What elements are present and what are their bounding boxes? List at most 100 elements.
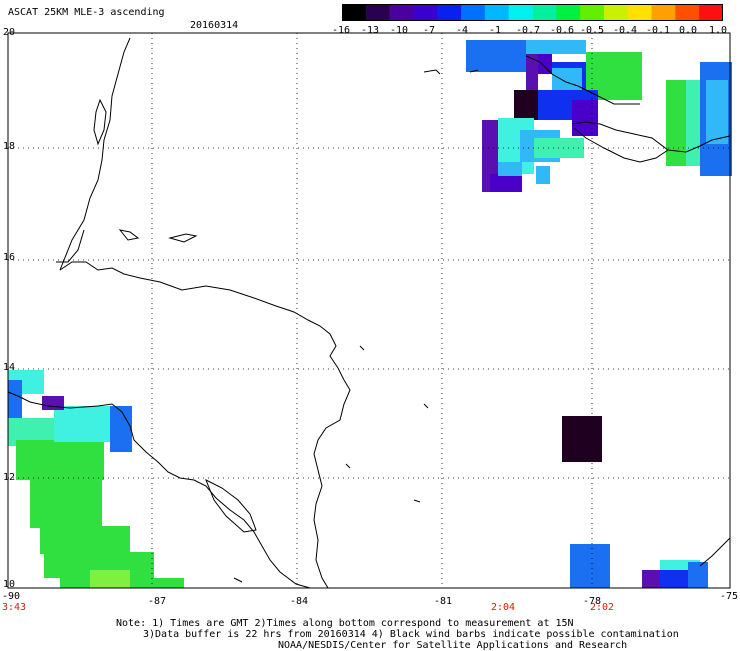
map-frame — [7, 32, 731, 589]
colorbar-swatch — [365, 4, 391, 21]
swath-cell — [706, 80, 728, 144]
coastline — [205, 478, 257, 533]
swath-cell — [552, 68, 582, 90]
swath-cell — [562, 416, 602, 462]
coastline — [56, 229, 85, 263]
lat-label-18: 18 — [3, 141, 16, 152]
graticule-layer — [8, 33, 730, 588]
coastline — [59, 37, 131, 271]
lon-label-78: -78 — [583, 596, 602, 607]
coastline — [7, 391, 311, 589]
colorbar-tick-label: -0.6 — [550, 25, 575, 36]
colorbar-swatch — [532, 4, 557, 21]
colorbar-swatch — [699, 4, 724, 21]
coastline — [118, 229, 140, 241]
lat-label-14: 14 — [3, 362, 16, 373]
colorbar-swatch — [556, 4, 581, 21]
swath-cell — [538, 54, 552, 74]
product-title: ASCAT 25KM MLE-3 ascending — [8, 7, 165, 18]
lon-label-90: -90 — [2, 591, 21, 602]
swath-cell — [642, 570, 662, 588]
pass-time-90: 3:43 — [2, 602, 27, 613]
pass-time-78: 2:02 — [590, 602, 615, 613]
colorbar-swatch — [675, 4, 700, 21]
colorbar-swatch — [651, 4, 676, 21]
colorbar-tick-label: -0.4 — [613, 25, 638, 36]
coastline — [168, 233, 198, 243]
swath-cell — [40, 526, 130, 554]
footer-note-1: Note: 1) Times are GMT 2)Times along bot… — [116, 618, 574, 629]
coastline — [423, 403, 429, 409]
colorbar-tick-label: -10 — [390, 25, 409, 36]
swath-cell — [688, 562, 708, 588]
colorbar-swatch — [603, 4, 629, 21]
swath-cell — [498, 162, 522, 176]
colorbar — [342, 4, 724, 21]
lon-label-87: -87 — [148, 596, 167, 607]
colorbar-tick-label: -13 — [361, 25, 380, 36]
footer-credit: NOAA/NESDIS/Center for Satellite Applica… — [278, 640, 628, 651]
colorbar-tick-label: -0.5 — [580, 25, 605, 36]
coastline — [571, 121, 731, 153]
colorbar-tick-label: -0.1 — [646, 25, 671, 36]
swath-cell — [570, 544, 610, 588]
colorbar-border — [342, 4, 723, 21]
coastline — [93, 98, 107, 146]
swath-cell — [490, 174, 522, 192]
swath-cell — [666, 80, 686, 166]
colorbar-swatch — [484, 4, 510, 21]
colorbar-swatch — [342, 4, 367, 21]
lon-label-84: -84 — [290, 596, 309, 607]
coastline — [59, 261, 351, 589]
swath-cell — [660, 570, 688, 588]
colorbar-swatch — [437, 4, 462, 21]
swath-cell — [90, 570, 130, 588]
lon-label-75: -75 — [720, 591, 739, 602]
lat-label-16: 16 — [3, 252, 16, 263]
coastline — [423, 69, 441, 75]
coastline-layer — [7, 37, 731, 589]
colorbar-swatch — [508, 4, 534, 21]
lat-label-12: 12 — [3, 472, 16, 483]
colorbar-tick-label: -16 — [332, 25, 351, 36]
lat-label-10: 10 — [3, 579, 16, 590]
colorbar-tick-label: -4 — [456, 25, 469, 36]
coastline — [413, 499, 421, 503]
swath-cell — [54, 406, 110, 442]
swath-cell — [536, 166, 550, 184]
coastline — [525, 55, 640, 105]
colorbar-tick-label: -0.7 — [516, 25, 541, 36]
swath-cell — [526, 54, 538, 94]
lon-label-81: -81 — [434, 596, 453, 607]
coastline — [469, 69, 479, 73]
lat-label-20: 20 — [3, 27, 16, 38]
swath-cell — [42, 396, 64, 410]
colorbar-swatch — [461, 4, 486, 21]
colorbar-swatch — [389, 4, 415, 21]
product-date: 20160314 — [190, 20, 239, 31]
coastline — [345, 463, 351, 469]
colorbar-labels: -16 -13 -10 -7 -4 -1 -0.7 -0.6 -0.5 -0.4 -0.1 0.0 1.… — [0, 26, 740, 38]
coastline — [699, 537, 731, 567]
footer-note-2: 3)Data buffer is 22 hrs from 20160314 4)… — [143, 629, 679, 640]
pass-time-81: 2:04 — [491, 602, 516, 613]
swath-cell — [16, 440, 104, 480]
swath-cell — [30, 478, 102, 528]
colorbar-tick-label: 0.0 — [679, 25, 698, 36]
swath-cell — [572, 100, 598, 136]
colorbar-swatches — [342, 4, 724, 21]
swath-cell — [110, 406, 132, 452]
swath-cell — [466, 40, 526, 72]
colorbar-swatch — [413, 4, 438, 21]
coastline — [233, 577, 243, 583]
coastline — [573, 127, 669, 163]
swath-cell — [8, 380, 22, 420]
colorbar-swatch — [580, 4, 605, 21]
map-panel — [7, 32, 732, 589]
swath-layer — [8, 40, 732, 588]
colorbar-tick-label: -1 — [489, 25, 502, 36]
colorbar-swatch — [627, 4, 653, 21]
colorbar-tick-label: 1.0 — [709, 25, 728, 36]
colorbar-tick-label: -7 — [423, 25, 436, 36]
